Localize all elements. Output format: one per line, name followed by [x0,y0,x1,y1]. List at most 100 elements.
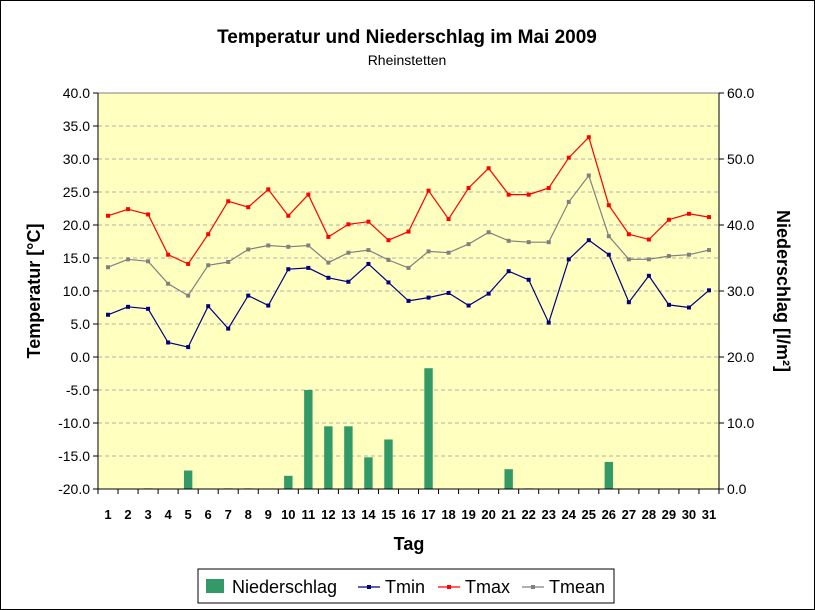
x-tick-label: 24 [562,507,577,522]
point-tmin [386,280,391,285]
point-tmax [386,238,391,243]
point-tmax [266,187,271,192]
point-tmean [266,243,271,248]
niederschlag-bar [304,390,313,489]
point-tmean [386,257,391,262]
point-tmean [606,234,611,239]
point-tmean [346,250,351,255]
x-tick-label: 28 [642,507,656,522]
legend-marker-tmax [447,585,451,589]
point-tmin [686,305,691,310]
point-tmin [606,252,611,257]
point-tmin [546,320,551,325]
niederschlag-bar [324,426,333,489]
point-tmin [626,300,631,305]
point-tmax [206,232,211,237]
y-left-tick-label: 35.0 [63,118,90,134]
x-tick-label: 26 [602,507,616,522]
point-tmin [246,293,251,298]
chart-subtitle: Rheinstetten [368,52,447,68]
x-tick-label: 21 [501,507,515,522]
point-tmean [186,293,191,298]
y-right-tick-label: 60.0 [727,85,754,101]
niederschlag-bar [364,457,373,489]
point-tmean [106,265,111,270]
point-tmean [486,230,491,235]
point-tmax [666,217,671,222]
point-tmax [446,217,451,222]
y-right-tick-label: 40.0 [727,217,754,233]
niederschlag-bar [344,426,353,489]
point-tmean [506,238,511,243]
point-tmin [566,257,571,262]
niederschlag-bar [384,439,393,489]
x-tick-label: 30 [682,507,696,522]
x-tick-label: 27 [622,507,636,522]
point-tmin [586,238,591,243]
y-left-tick-label: -20.0 [58,481,90,497]
point-tmax [106,213,111,218]
niederschlag-bar [424,368,433,489]
point-tmean [566,199,571,204]
point-tmean [446,250,451,255]
point-tmax [246,205,251,210]
y-left-tick-label: 25.0 [63,184,90,200]
point-tmax [226,199,231,204]
point-tmax [646,237,651,242]
y-axis-left-label: Temperatur [°C] [24,224,44,359]
x-axis: 1 2 3 4 5 6 7 8 9 10 11 12 13 14 15 16 17 18 19 20 21 22 23 24 2… [97,488,720,522]
legend-label-tmax: Tmax [465,577,510,597]
point-tmean [286,244,291,249]
x-tick-label: 15 [381,507,395,522]
x-tick-label: 16 [401,507,415,522]
y-right-tick-label: 10.0 [727,415,754,431]
point-tmin [126,304,131,309]
point-tmean [526,240,531,245]
x-tick-label: 17 [421,507,435,522]
point-tmax [506,192,511,197]
x-tick-label: 22 [521,507,535,522]
point-tmean [546,240,551,245]
x-axis-label: Tag [394,534,425,554]
point-tmean [686,252,691,257]
legend-marker-tmean [531,585,535,589]
point-tmin [526,277,531,282]
point-tmean [406,265,411,270]
y-left-tick-label: 10.0 [63,283,90,299]
x-tick-label: 5 [185,507,192,522]
point-tmin [446,290,451,295]
x-tick-label: 3 [144,507,151,522]
legend-box [197,568,615,604]
point-tmax [326,234,331,239]
legend: Niederschlag Tmin Tmax Tmean [197,568,615,604]
point-tmean [146,259,151,264]
point-tmean [626,257,631,262]
point-tmin [166,340,171,345]
x-tick-label: 7 [225,507,232,522]
x-tick-label: 4 [164,507,172,522]
y-axis-left: 40.0 35.0 30.0 25.0 20.0 15.0 10.0 5.0 0.0 -5.0 -1… [58,85,99,497]
point-tmax [426,188,431,193]
point-tmax [466,186,471,191]
x-tick-label: 29 [662,507,676,522]
x-tick-label: 25 [582,507,596,522]
chart-title: Temperatur und Niederschlag im Mai 2009 [217,27,597,48]
point-tmin [266,303,271,308]
point-tmean [226,259,231,264]
point-tmax [406,229,411,234]
y-left-tick-label: -5.0 [66,382,90,398]
point-tmin [306,265,311,270]
x-tick-label: 9 [265,507,272,522]
y-left-tick-label: 40.0 [63,85,90,101]
point-tmin [206,304,211,309]
point-tmean [306,243,311,248]
point-tmin [466,303,471,308]
x-tick-label: 10 [281,507,295,522]
point-tmin [286,267,291,272]
y-right-tick-label: 30.0 [727,283,754,299]
legend-label-tmean: Tmean [549,577,605,597]
point-tmax [566,155,571,160]
point-tmean [646,257,651,262]
niederschlag-bar [604,461,614,489]
point-tmin [186,345,191,350]
